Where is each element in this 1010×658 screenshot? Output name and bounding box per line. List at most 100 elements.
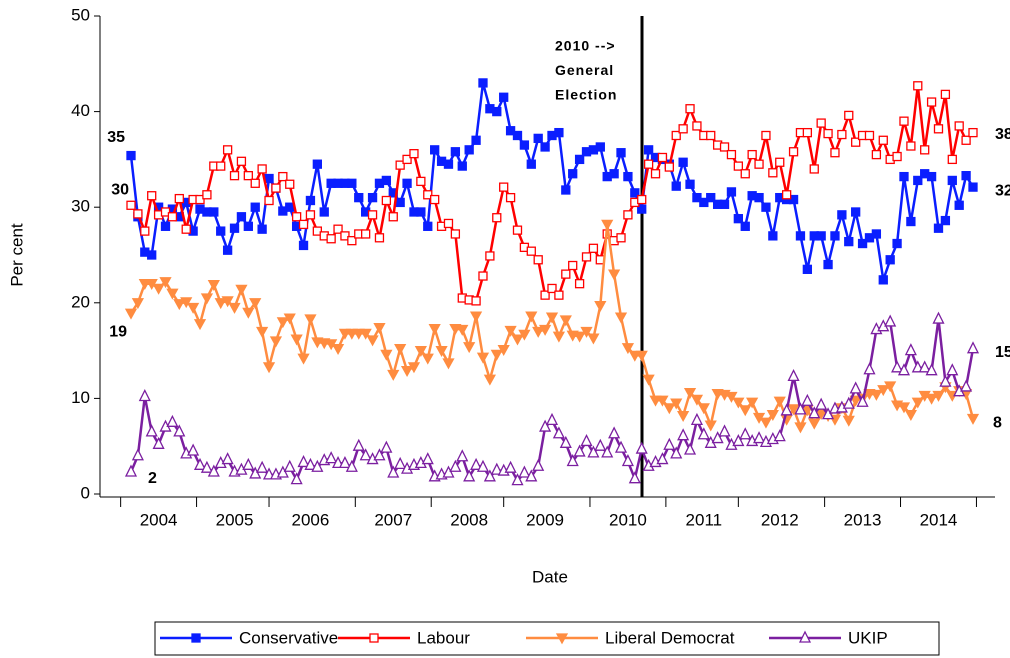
marker bbox=[759, 417, 773, 429]
marker bbox=[518, 465, 531, 478]
marker bbox=[381, 175, 392, 186]
marker bbox=[421, 353, 434, 365]
marker bbox=[511, 334, 524, 346]
marker bbox=[187, 302, 200, 314]
marker bbox=[518, 329, 531, 341]
marker bbox=[443, 159, 454, 169]
marker bbox=[842, 415, 855, 427]
marker bbox=[221, 296, 234, 308]
marker bbox=[904, 343, 917, 356]
y-tick-label: 30 bbox=[71, 197, 90, 216]
marker bbox=[885, 255, 895, 265]
marker bbox=[906, 216, 916, 227]
marker bbox=[450, 229, 461, 239]
marker bbox=[877, 385, 890, 397]
marker bbox=[798, 630, 812, 643]
marker bbox=[726, 187, 737, 197]
marker bbox=[312, 159, 322, 169]
marker bbox=[884, 381, 897, 393]
marker bbox=[180, 297, 193, 309]
series-line bbox=[129, 317, 975, 482]
marker bbox=[773, 396, 786, 408]
marker bbox=[200, 293, 214, 305]
marker bbox=[476, 352, 490, 364]
marker bbox=[407, 362, 421, 374]
x-tick-label: 2012 bbox=[761, 510, 799, 529]
marker bbox=[574, 154, 585, 165]
marker bbox=[373, 323, 386, 334]
marker bbox=[191, 633, 201, 643]
marker bbox=[193, 319, 207, 331]
x-tick-label: 2005 bbox=[216, 510, 254, 529]
marker bbox=[960, 379, 973, 392]
marker bbox=[566, 454, 579, 467]
marker bbox=[124, 308, 138, 320]
marker bbox=[209, 207, 219, 217]
marker bbox=[381, 195, 392, 206]
marker bbox=[719, 142, 730, 152]
marker bbox=[388, 212, 398, 222]
marker bbox=[844, 236, 854, 247]
marker bbox=[526, 159, 536, 169]
marker bbox=[228, 302, 241, 314]
marker bbox=[773, 429, 786, 442]
marker bbox=[656, 395, 669, 407]
marker bbox=[540, 290, 550, 300]
marker bbox=[699, 197, 709, 208]
marker bbox=[395, 160, 405, 170]
marker bbox=[628, 471, 641, 484]
data-label: 38 bbox=[995, 126, 1010, 143]
marker bbox=[677, 428, 690, 441]
marker bbox=[256, 460, 269, 473]
marker bbox=[616, 148, 626, 158]
marker bbox=[276, 317, 289, 329]
marker bbox=[754, 159, 764, 169]
x-tick-label: 2009 bbox=[526, 510, 564, 529]
marker bbox=[319, 207, 329, 217]
marker bbox=[837, 129, 847, 140]
marker bbox=[374, 233, 385, 243]
marker bbox=[262, 362, 276, 374]
annotation: 2010 --> bbox=[555, 38, 616, 54]
marker bbox=[816, 231, 826, 241]
marker bbox=[822, 407, 835, 420]
marker bbox=[291, 212, 302, 222]
marker bbox=[367, 210, 378, 220]
marker bbox=[555, 633, 569, 645]
marker bbox=[808, 406, 821, 419]
marker bbox=[511, 473, 524, 486]
marker bbox=[946, 363, 959, 376]
marker bbox=[704, 420, 717, 432]
marker bbox=[559, 435, 572, 448]
marker bbox=[483, 469, 496, 482]
marker bbox=[354, 192, 364, 203]
marker bbox=[312, 226, 322, 236]
marker bbox=[552, 331, 566, 343]
marker bbox=[670, 446, 683, 459]
marker bbox=[795, 231, 806, 241]
marker bbox=[871, 229, 882, 239]
series-markers bbox=[126, 78, 978, 285]
marker bbox=[430, 194, 440, 205]
series-markers bbox=[126, 81, 978, 306]
marker bbox=[913, 81, 923, 91]
marker bbox=[891, 360, 904, 373]
marker bbox=[519, 140, 530, 150]
marker bbox=[911, 397, 924, 409]
marker bbox=[794, 402, 807, 415]
marker bbox=[416, 176, 426, 187]
marker bbox=[478, 271, 488, 281]
marker bbox=[285, 179, 295, 189]
marker bbox=[525, 311, 538, 323]
marker bbox=[768, 231, 778, 241]
marker bbox=[656, 452, 669, 465]
marker bbox=[608, 426, 621, 439]
marker bbox=[719, 199, 730, 209]
marker bbox=[787, 404, 800, 416]
marker bbox=[207, 279, 220, 291]
marker bbox=[366, 335, 379, 347]
series-line bbox=[129, 223, 975, 429]
marker bbox=[173, 299, 186, 311]
marker bbox=[214, 298, 227, 310]
marker bbox=[816, 118, 826, 128]
